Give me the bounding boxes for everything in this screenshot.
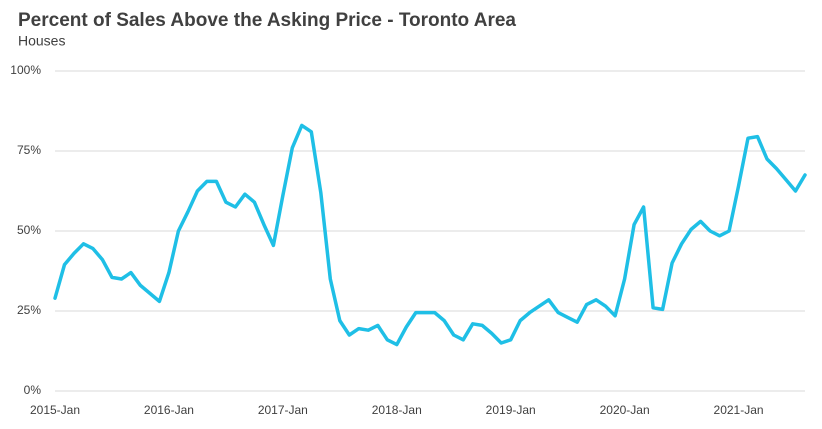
chart-subtitle: Houses [18,33,65,49]
data-line [53,123,807,347]
x-tick-label: 2015-Jan [30,403,80,417]
y-tick-label: 75% [17,143,41,157]
x-tick-label: 2021-Jan [714,403,764,417]
x-tick-label: 2018-Jan [372,403,422,417]
y-tick-label: 100% [10,63,41,77]
x-tick-label: 2017-Jan [258,403,308,417]
x-tick-label: 2020-Jan [600,403,650,417]
x-tick-label: 2016-Jan [144,403,194,417]
y-tick-label: 0% [24,383,42,397]
chart-title: Percent of Sales Above the Asking Price … [18,10,516,31]
y-tick-label: 50% [17,223,41,237]
x-tick-label: 2019-Jan [486,403,536,417]
y-tick-label: 25% [17,303,41,317]
